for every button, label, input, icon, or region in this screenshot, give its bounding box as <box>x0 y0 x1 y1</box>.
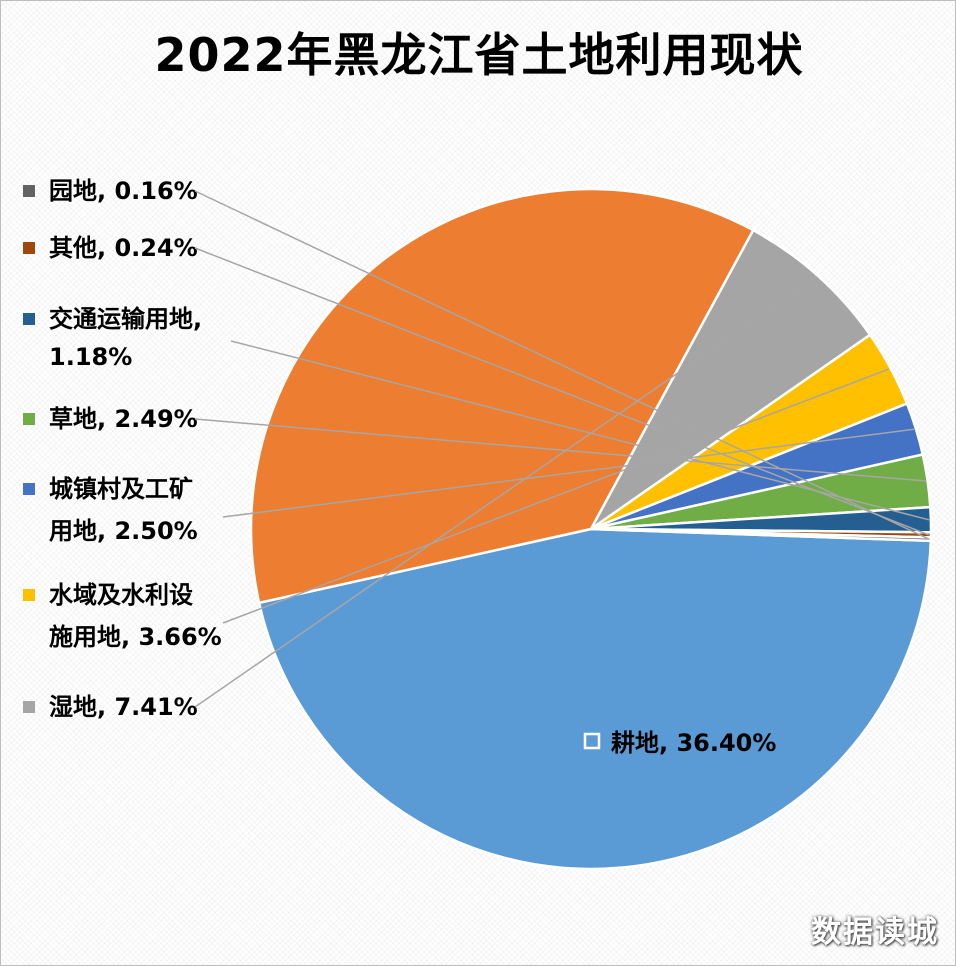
leader-line <box>194 247 930 536</box>
data-label: 交通运输用地, <box>49 305 202 333</box>
legend-marker <box>23 589 35 601</box>
leader-line <box>194 190 930 540</box>
data-label: 耕地, 36.40% <box>611 729 776 757</box>
pie-slice <box>257 527 933 871</box>
legend-marker <box>23 701 35 713</box>
data-label: 水域及水利设 <box>49 581 193 609</box>
data-label: 园地, 0.16% <box>49 177 198 205</box>
leader-line <box>194 418 926 482</box>
data-label: 湿地, 7.41% <box>49 693 198 721</box>
pie-slice <box>590 527 933 543</box>
leader-line <box>222 428 915 518</box>
legend-marker <box>23 313 35 325</box>
legend-marker <box>583 732 601 750</box>
data-label: 草地, 2.49% <box>49 405 198 433</box>
legend-marker <box>23 483 35 495</box>
legend-marker <box>23 242 35 254</box>
legend-marker <box>23 185 35 197</box>
pie-slice <box>589 228 872 531</box>
data-label: 用地, 2.50% <box>49 517 198 545</box>
leader-line <box>222 368 890 624</box>
watermark-text: 数据读城 <box>811 915 939 950</box>
leader-line <box>194 276 817 708</box>
pie-slice <box>249 187 755 605</box>
data-label: 施用地, 3.66% <box>49 623 222 651</box>
legend-marker <box>23 413 35 425</box>
chart-title: 2022年黑龙江省土地利用现状 <box>154 28 804 82</box>
data-label: 1.18% <box>49 343 132 371</box>
data-label: 城镇村及工矿 <box>49 475 193 503</box>
data-label: 其他, 0.24% <box>49 234 198 262</box>
